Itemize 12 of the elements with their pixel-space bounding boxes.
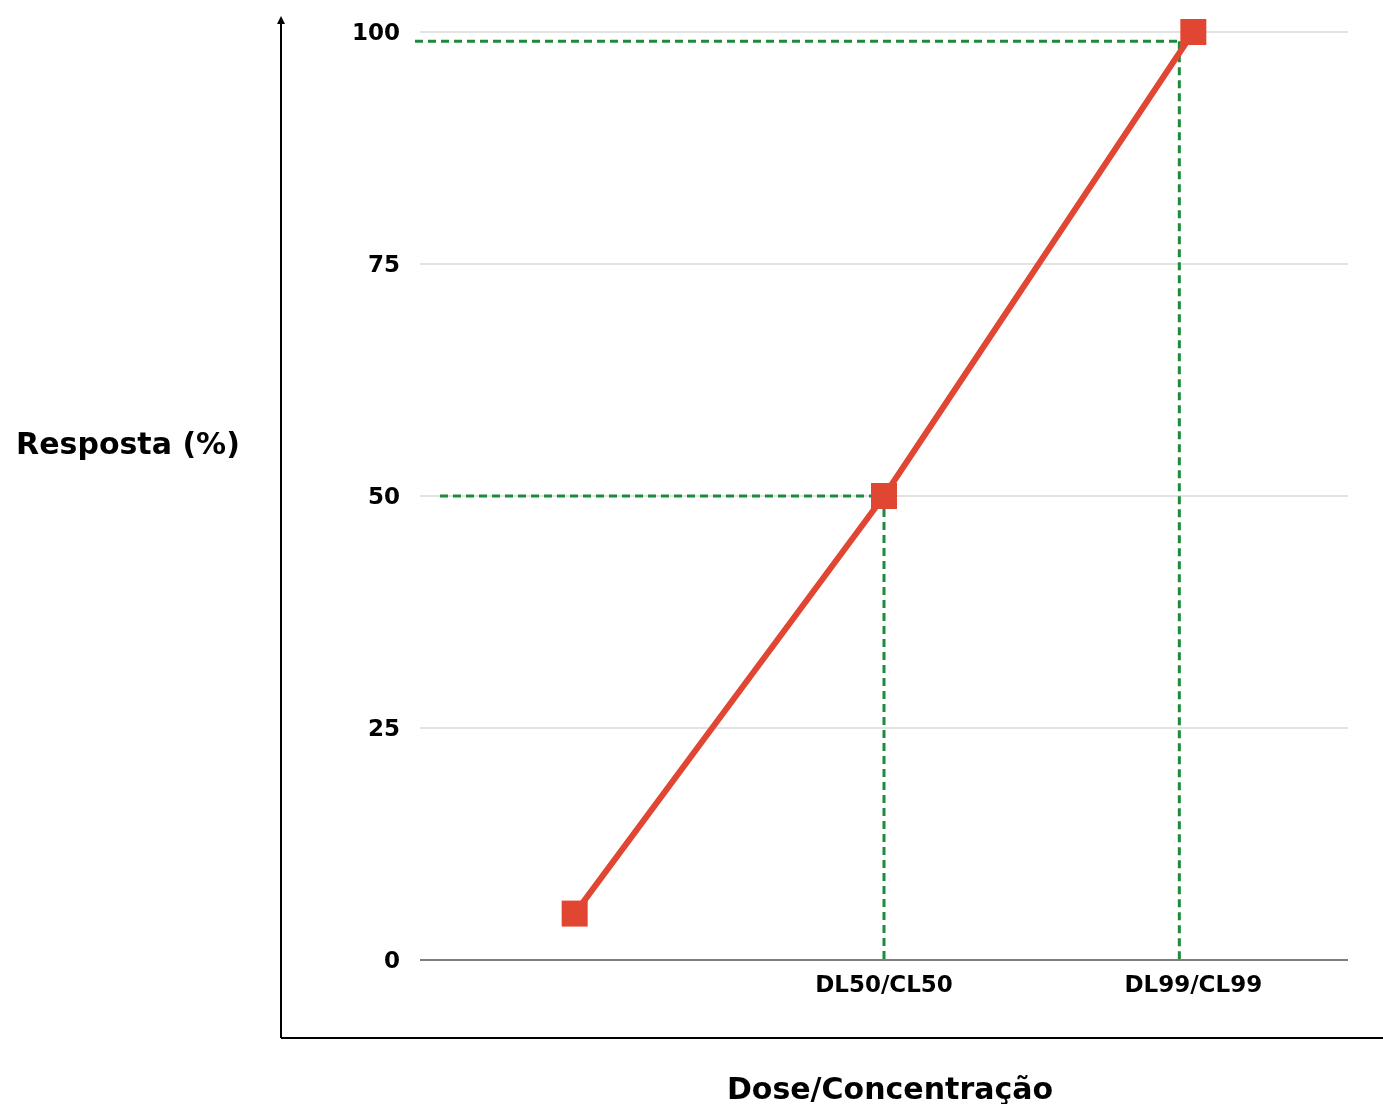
y-tick-label: 0 <box>383 947 400 974</box>
y-axis-title: Resposta (%) <box>16 425 240 461</box>
y-tick-label: 75 <box>367 251 400 278</box>
y-tick-label: 100 <box>351 19 400 46</box>
point <box>1180 19 1207 45</box>
point <box>561 900 588 927</box>
x-axis-title: Dose/Concentração <box>726 1070 1054 1104</box>
point <box>871 483 897 509</box>
x-tick-label: DL99/CL99 <box>1124 971 1263 997</box>
y-tick-label: 25 <box>367 715 400 742</box>
y-tick-label: 50 <box>367 483 400 510</box>
x-tick-label: DL50/CL50 <box>815 971 953 997</box>
